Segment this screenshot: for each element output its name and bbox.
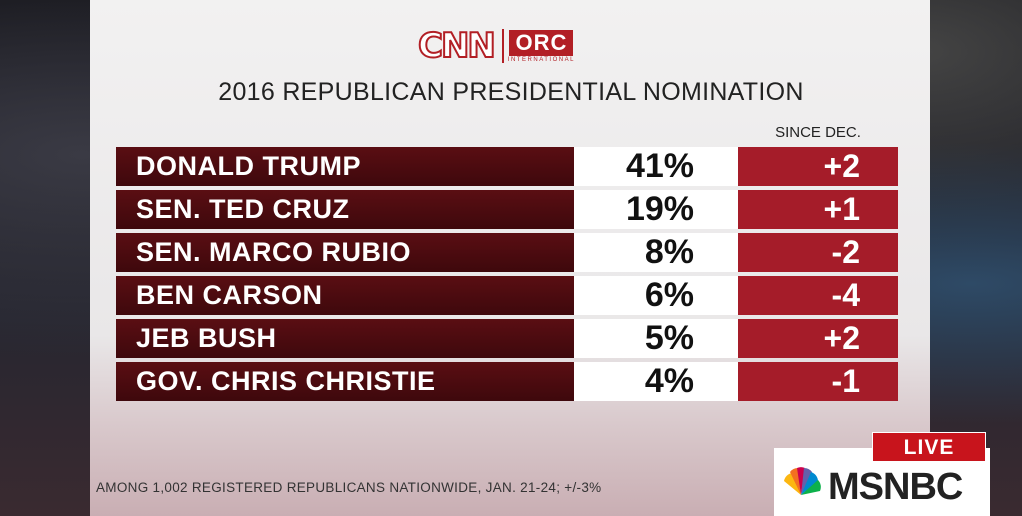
candidate-name: BEN CARSON (116, 276, 574, 315)
candidate-change: +2 (738, 147, 898, 186)
candidate-percent: 4% (574, 362, 738, 401)
graphic-title: 2016 REPUBLICAN PRESIDENTIAL NOMINATION (218, 78, 804, 106)
candidate-name: GOV. CHRIS CHRISTIE (116, 362, 574, 401)
candidate-name: SEN. MARCO RUBIO (116, 233, 574, 272)
candidate-row: JEB BUSH 5% +2 (116, 319, 898, 358)
candidate-row: BEN CARSON 6% -4 (116, 276, 898, 315)
change-column-header: SINCE DEC. (775, 124, 861, 141)
candidate-change: -4 (738, 276, 898, 315)
candidate-change: -2 (738, 233, 898, 272)
candidate-change: +2 (738, 319, 898, 358)
network-bug: MSNBC (774, 448, 990, 516)
candidate-change: -1 (738, 362, 898, 401)
candidate-name: SEN. TED CRUZ (116, 190, 574, 229)
peacock-icon (784, 467, 821, 495)
candidate-change: +1 (738, 190, 898, 229)
orc-logo-text: ORC (509, 29, 574, 56)
candidate-percent: 6% (574, 276, 738, 315)
candidate-percent: 5% (574, 319, 738, 358)
candidate-name: DONALD TRUMP (116, 147, 574, 186)
logo-divider (501, 29, 504, 63)
candidate-row: DONALD TRUMP 41% +2 (116, 147, 898, 186)
pollster-logo: CNN ORC INTERNATIONAL (417, 25, 575, 67)
cnn-logo: CNN (417, 25, 497, 67)
candidate-row: GOV. CHRIS CHRISTIE 4% -1 (116, 362, 898, 401)
results-table: DONALD TRUMP 41% +2 SEN. TED CRUZ 19% +1… (116, 147, 898, 405)
live-badge: LIVE (872, 432, 986, 462)
orc-logo-subtitle: INTERNATIONAL (507, 56, 575, 63)
candidate-row: SEN. TED CRUZ 19% +1 (116, 190, 898, 229)
msnbc-logo: MSNBC (828, 465, 963, 508)
candidate-percent: 19% (574, 190, 738, 229)
candidate-percent: 41% (574, 147, 738, 186)
poll-footnote: AMONG 1,002 REGISTERED REPUBLICANS NATIO… (96, 480, 602, 495)
orc-logo: ORC INTERNATIONAL (507, 29, 575, 63)
candidate-name: JEB BUSH (116, 319, 574, 358)
candidate-percent: 8% (574, 233, 738, 272)
candidate-row: SEN. MARCO RUBIO 8% -2 (116, 233, 898, 272)
